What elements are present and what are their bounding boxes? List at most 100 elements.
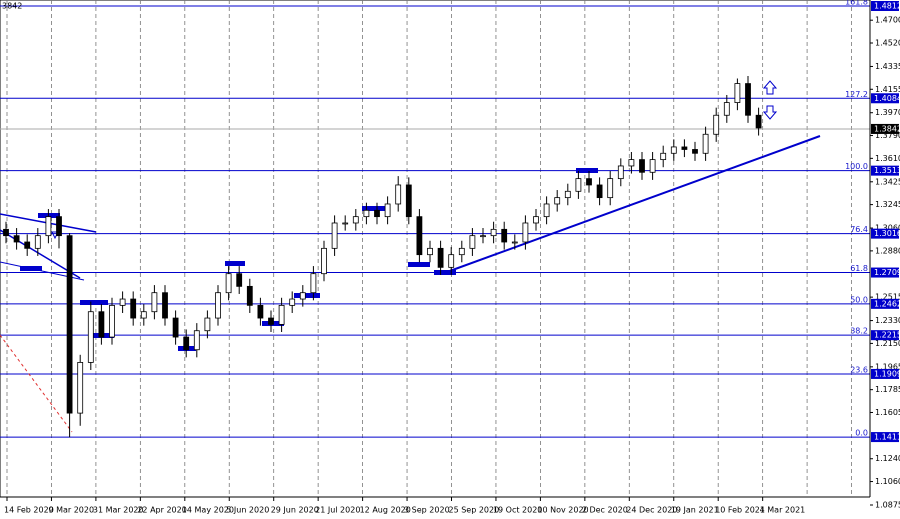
candles <box>3 75 762 438</box>
x-tick-label: 22 Apr 2020 <box>137 506 186 515</box>
candle-body <box>448 254 455 268</box>
candle-body <box>3 228 9 237</box>
candle-body <box>384 203 391 218</box>
candle-body <box>469 235 476 249</box>
y-tick-label: 1.4155 <box>875 85 900 94</box>
candle-body <box>204 317 211 332</box>
level-price-label: 1.2462 <box>874 299 900 308</box>
candle-body <box>533 216 539 224</box>
level-price-box <box>871 228 899 239</box>
plot-frame <box>0 0 871 498</box>
candle-body <box>458 247 465 256</box>
marker <box>38 213 60 218</box>
candle-body <box>310 273 317 294</box>
x-tick-label: 10 Nov 2020 <box>537 506 588 515</box>
candle-body <box>278 304 285 325</box>
candle-body <box>98 311 105 338</box>
y-tick-label: 1.4335 <box>875 62 900 71</box>
axis: 1.4700 1.4520 1.4335 1.4155 1.3970 1.3790 1.36… <box>4 1 900 515</box>
candle-body <box>268 317 274 325</box>
y-tick-label: 1.2515 <box>875 293 900 302</box>
candle-body <box>225 273 232 294</box>
candle-body <box>331 222 338 249</box>
y-tick-label: 1.2880 <box>875 246 900 255</box>
level-name: 161.8 <box>845 0 868 7</box>
x-tick-label: 10 Feb 2021 <box>715 506 765 515</box>
x-tick-label: 14 Feb 2020 <box>4 506 54 515</box>
candle-body <box>554 197 561 205</box>
candle-body <box>24 241 31 249</box>
candle-body <box>342 222 349 225</box>
candle-body <box>151 292 158 313</box>
x-tick-label: 29 Jun 2020 <box>271 506 319 515</box>
candle-body <box>257 304 264 319</box>
candle-body <box>299 292 306 300</box>
x-tick-label: 9 Mar 2020 <box>48 506 94 515</box>
y-tick-label: 1.4700 <box>875 16 900 25</box>
y-tick-label: 1.3970 <box>875 108 900 117</box>
candle-body <box>639 159 645 173</box>
x-tick-label: 19 Jan 2021 <box>671 506 719 515</box>
x-tick-label: 3 Sep 2020 <box>404 506 450 515</box>
y-tick-label: 1.1605 <box>875 408 900 417</box>
candle-body <box>586 178 592 186</box>
candle-body <box>607 178 614 199</box>
level-name: 38.2 <box>850 327 868 336</box>
candle-body <box>395 184 402 205</box>
y-tick-label: 1.3060 <box>875 224 900 233</box>
marker <box>225 261 245 266</box>
candle-body <box>162 292 168 319</box>
y-tick-label: 1.1240 <box>875 454 900 463</box>
marker <box>80 300 108 305</box>
candle-body <box>723 102 730 116</box>
x-tick-label: 5 Jun 2020 <box>226 506 269 515</box>
marker <box>408 262 430 267</box>
current-price-label: 1.3842 <box>874 124 900 133</box>
y-tick-label: 1.3245 <box>875 200 900 209</box>
candle-body <box>45 216 52 237</box>
red-dashed-line <box>0 334 73 433</box>
x-tick-label: 21 Jul 2020 <box>315 506 360 515</box>
candle-body <box>321 247 327 275</box>
level-price-box <box>871 330 899 341</box>
candle-body <box>490 228 497 237</box>
candle-body <box>511 241 518 244</box>
y-tick-label: 1.4520 <box>875 39 900 48</box>
candle-body <box>416 216 423 256</box>
candle-body <box>109 304 115 338</box>
x-tick-label: 25 Sep 2020 <box>449 506 500 515</box>
candle-body <box>543 203 550 218</box>
candle-body <box>34 235 41 249</box>
candle-body <box>713 114 720 135</box>
down-arrow <box>762 105 778 120</box>
marker <box>20 266 42 271</box>
level-price-label: 1.1909 <box>874 369 900 378</box>
candle-body <box>140 311 147 319</box>
level-price-label: 1.2215 <box>874 331 900 340</box>
level-price-box <box>871 165 899 176</box>
marker <box>294 293 320 298</box>
candle-body <box>119 298 126 306</box>
candle-body <box>193 330 200 351</box>
candle-body <box>670 146 677 154</box>
level-name: 76.4 <box>850 225 868 234</box>
corner-label: 3842 <box>2 2 22 11</box>
level-price-box <box>871 368 899 379</box>
candle-body <box>522 222 529 243</box>
candle-body <box>215 292 221 319</box>
level-price-label: 1.1411 <box>874 433 900 442</box>
candle-body <box>649 159 656 173</box>
candle-body <box>437 247 444 268</box>
candle-body <box>745 83 751 116</box>
y-tick-label: 1.1060 <box>875 477 900 486</box>
level-name: 50.0 <box>850 295 868 304</box>
candle-body <box>734 83 741 103</box>
y-tick-label: 1.3610 <box>875 154 900 163</box>
candle-body <box>56 216 62 237</box>
candle-body <box>172 317 179 338</box>
level-price-box <box>871 267 899 278</box>
grid <box>6 0 852 497</box>
x-tick-label: 2 Dec 2020 <box>582 506 628 515</box>
x-tick-label: 14 May 2020 <box>182 506 234 515</box>
level-name: 0.0 <box>855 429 868 438</box>
